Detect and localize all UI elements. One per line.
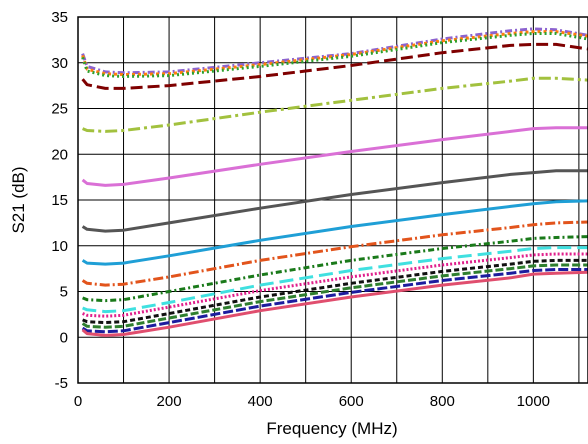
y-tick-label: 25	[51, 101, 68, 118]
y-tick-label: 10	[51, 238, 68, 255]
series-line-8	[81, 199, 588, 266]
y-tick-label: -5	[55, 375, 68, 392]
x-tick-label: 1000	[517, 393, 550, 410]
y-tick-label: 35	[51, 9, 68, 26]
series-line-3	[81, 32, 588, 78]
y-tick-label: 30	[51, 55, 68, 72]
y-tick-labels: -5 0 5 10 15 20 25 30 35	[51, 9, 68, 392]
x-axis-label: Frequency (MHz)	[266, 419, 397, 438]
series-line-6	[81, 126, 588, 187]
y-tick-label: 0	[60, 329, 68, 346]
series-line-4	[81, 42, 588, 90]
series-line-10	[82, 235, 588, 303]
series-line-14	[81, 263, 588, 329]
y-tick-label: 5	[60, 284, 68, 301]
series-line-9	[81, 220, 588, 287]
series-lines	[81, 27, 588, 337]
x-tick-label: 800	[430, 393, 455, 410]
series-line-7	[81, 169, 588, 233]
series-line-12	[82, 252, 588, 318]
series-line-11	[82, 246, 588, 314]
series-line-13	[82, 258, 588, 325]
series-line-1	[81, 27, 588, 75]
x-tick-label: 0	[74, 393, 82, 410]
series-line-15	[81, 268, 588, 334]
series-line-5	[82, 76, 588, 133]
series-line-2	[81, 30, 588, 77]
series-line-16	[81, 270, 588, 337]
x-tick-label: 400	[248, 393, 273, 410]
x-tick-label: 600	[339, 393, 364, 410]
y-tick-label: 15	[51, 192, 68, 209]
x-tick-label: 200	[157, 393, 182, 410]
y-tick-label: 20	[51, 146, 68, 163]
plot-frame	[77, 16, 588, 384]
y-axis-label: S21 (dB)	[9, 166, 28, 233]
x-tick-labels: 0 200 400 600 800 1000	[74, 393, 550, 410]
